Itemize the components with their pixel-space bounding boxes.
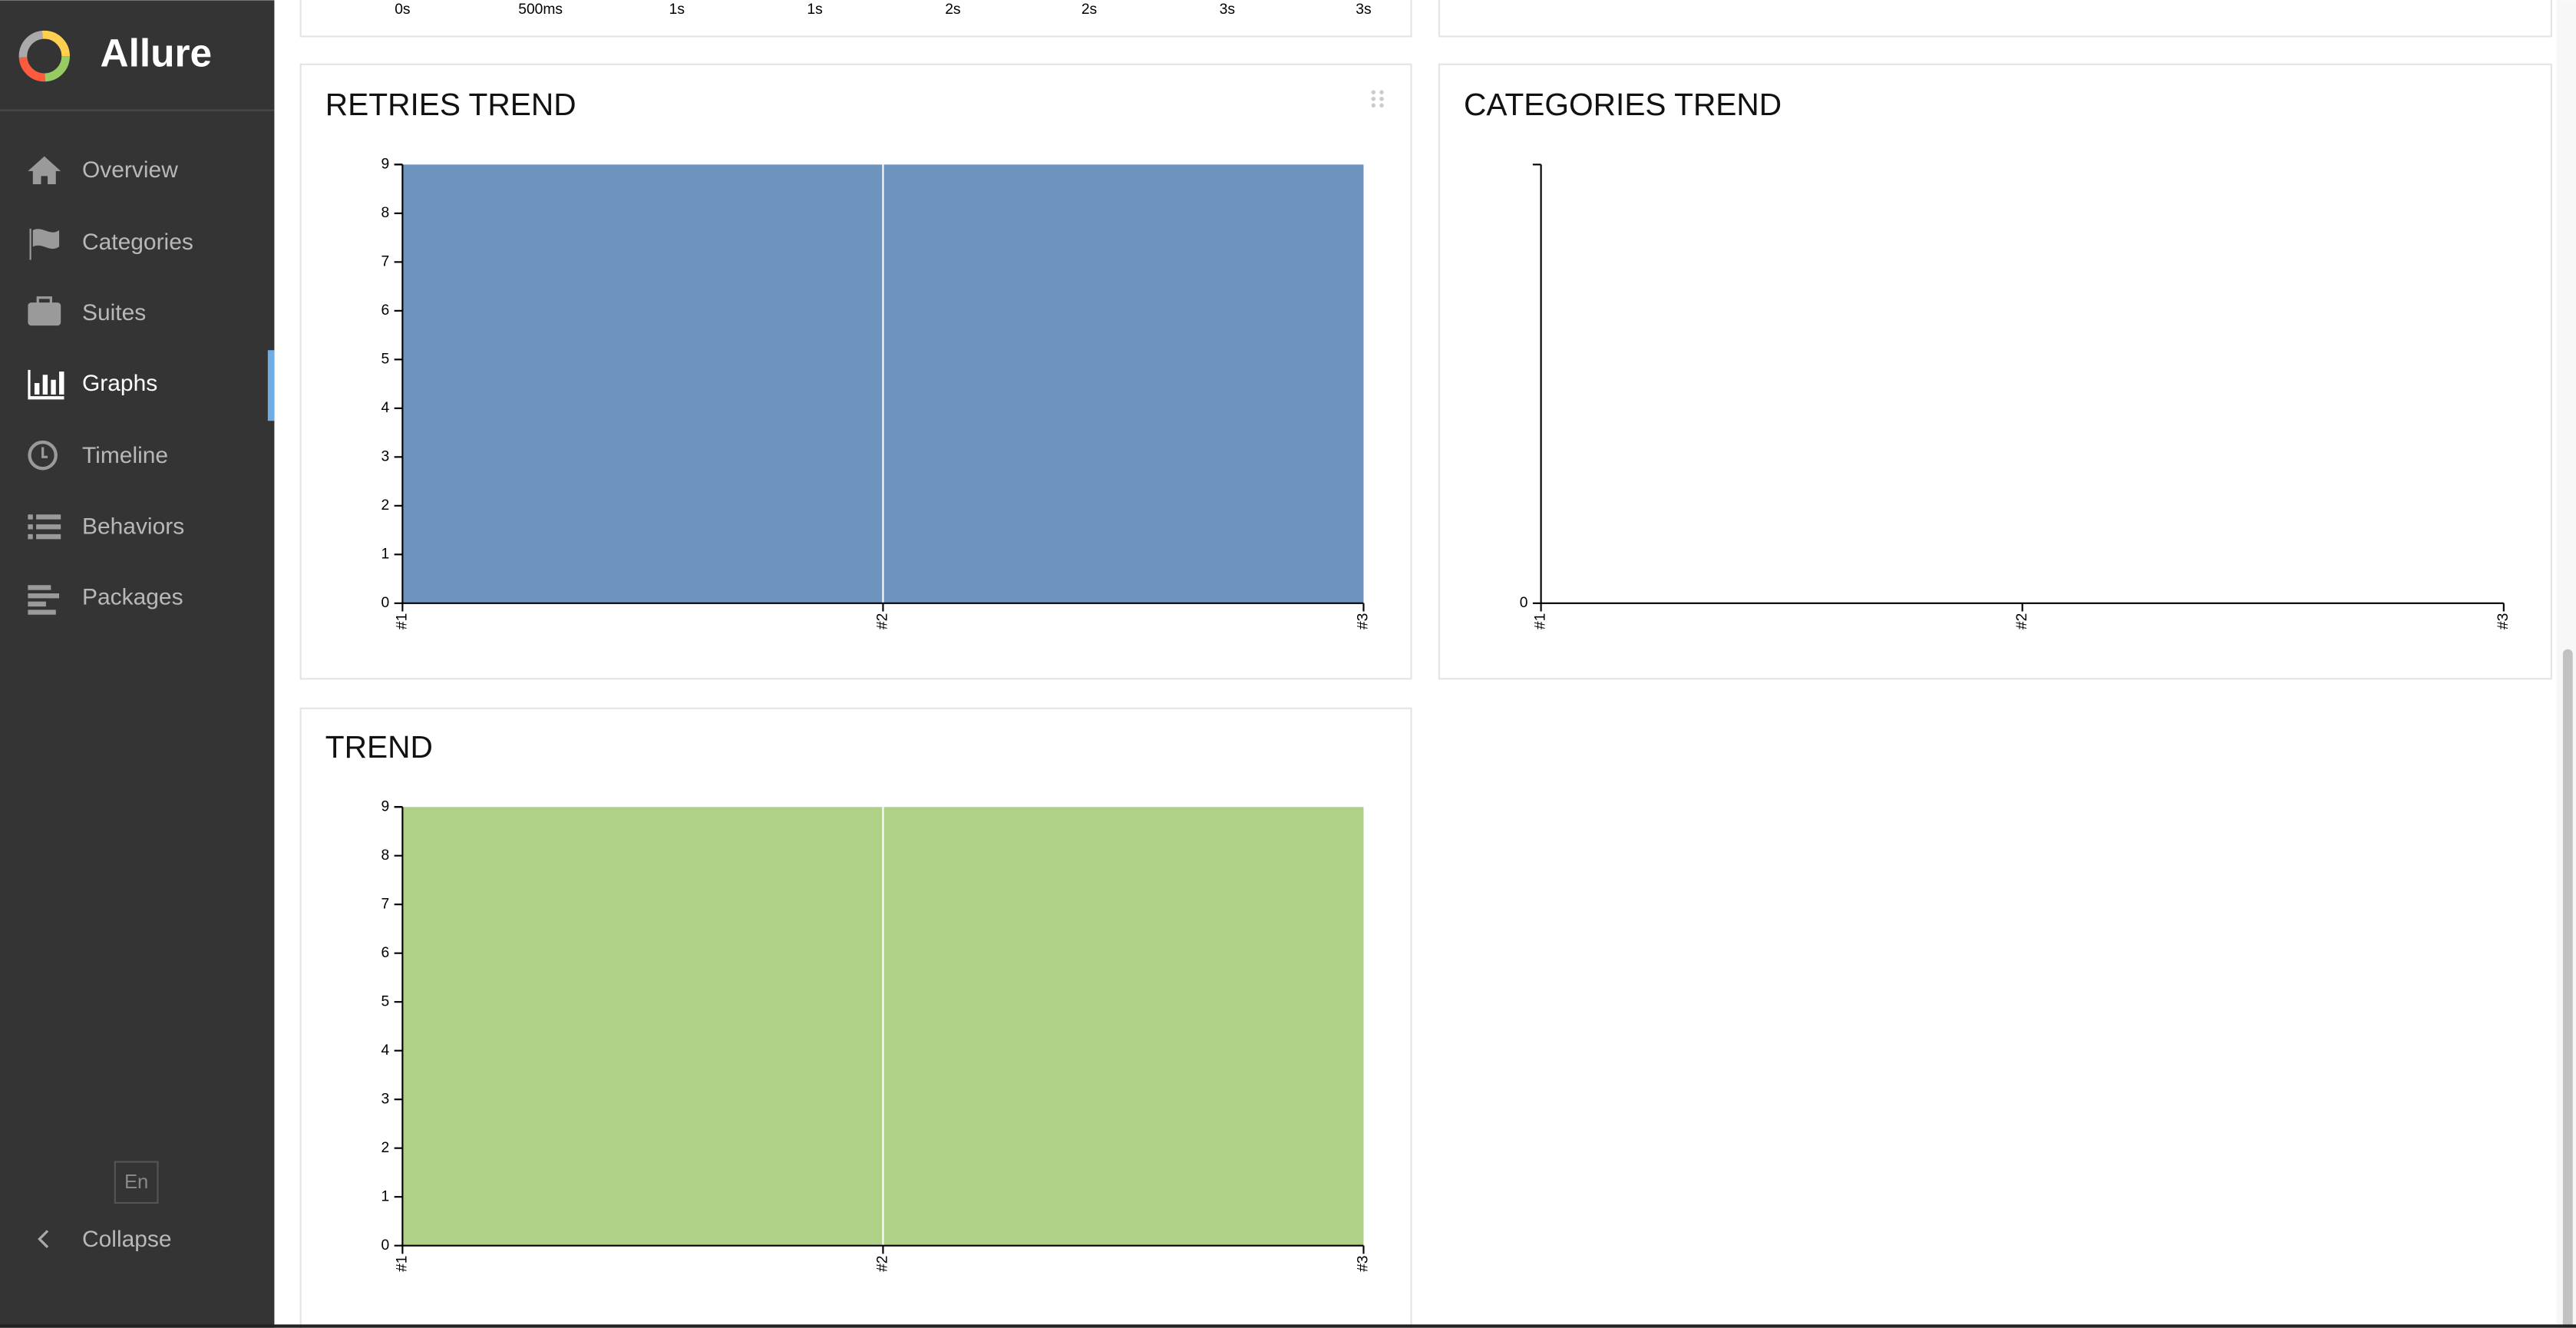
- x-tick-label: 0s: [395, 2, 410, 18]
- chart-title: TREND: [325, 729, 433, 765]
- drag-handle[interactable]: [1371, 90, 1384, 108]
- x-tick-label: #2: [875, 613, 891, 629]
- scrollbar-thumb[interactable]: [2562, 649, 2573, 1328]
- collapse-icon[interactable]: [38, 1230, 49, 1248]
- x-tick-label: #1: [394, 1256, 410, 1272]
- menu-item[interactable]: Suites: [82, 300, 146, 325]
- language-label[interactable]: En: [124, 1171, 148, 1193]
- y-tick-label: 8: [381, 205, 390, 221]
- language-button[interactable]: [114, 1161, 159, 1204]
- y-tick-label: 1: [381, 546, 390, 562]
- y-tick-label: 5: [381, 993, 390, 1009]
- x-tick-label: 1s: [807, 2, 822, 18]
- y-tick-label: 9: [381, 798, 390, 814]
- sidebar: [0, 0, 275, 1328]
- x-tick-label: #1: [1533, 613, 1549, 629]
- x-tick-label: #2: [875, 1256, 891, 1272]
- y-tick-label: 0: [1520, 595, 1528, 611]
- x-tick-label: 3s: [1356, 2, 1371, 18]
- menu-item[interactable]: Timeline: [82, 443, 168, 468]
- x-tick-label: 2s: [945, 2, 960, 18]
- y-tick-label: 6: [381, 945, 390, 961]
- chart-title: CATEGORIES TREND: [1464, 87, 1782, 122]
- y-tick-label: 4: [381, 400, 390, 416]
- bottom-edge: [0, 1324, 2576, 1328]
- y-tick-label: 2: [381, 497, 390, 514]
- y-tick-label: 3: [381, 1091, 390, 1107]
- menu-icons: [28, 156, 64, 615]
- x-tick-label: 500ms: [518, 2, 563, 18]
- menu-item[interactable]: Behaviors: [82, 514, 184, 539]
- menu-item[interactable]: Overview: [82, 157, 178, 183]
- logo: [18, 30, 70, 82]
- collapse-label[interactable]: Collapse: [82, 1227, 172, 1252]
- y-tick-label: 2: [381, 1140, 390, 1156]
- menu-item[interactable]: Graphs: [82, 371, 157, 396]
- app-name: Allure: [101, 31, 213, 75]
- x-tick-label: 3s: [1220, 2, 1235, 18]
- y-tick-label: 4: [381, 1042, 390, 1059]
- x-tick-label: 2s: [1082, 2, 1097, 18]
- y-tick-label: 5: [381, 351, 390, 367]
- x-tick-label: #3: [2495, 613, 2512, 629]
- y-tick-label: 1: [381, 1188, 390, 1204]
- y-tick-label: 0: [381, 1237, 390, 1254]
- y-tick-label: 6: [381, 302, 390, 319]
- y-tick-label: 0: [381, 595, 390, 611]
- active-indicator: [267, 350, 275, 421]
- x-tick-label: 1s: [669, 2, 685, 18]
- y-tick-label: 7: [381, 896, 390, 912]
- panel: [1438, 0, 2552, 38]
- y-tick-label: 7: [381, 253, 390, 269]
- panel: [1438, 63, 2552, 680]
- menu-item[interactable]: Categories: [82, 230, 193, 255]
- x-tick-label: #1: [394, 613, 410, 629]
- panel: [299, 0, 1412, 38]
- x-tick-label: #3: [1356, 613, 1372, 629]
- x-tick-label: #2: [2014, 613, 2030, 629]
- menu-item[interactable]: Packages: [82, 584, 183, 609]
- y-tick-label: 8: [381, 847, 390, 864]
- x-tick-label: #3: [1356, 1256, 1372, 1272]
- y-tick-label: 9: [381, 156, 390, 172]
- y-tick-label: 3: [381, 448, 390, 464]
- chart-title: RETRIES TREND: [325, 87, 576, 122]
